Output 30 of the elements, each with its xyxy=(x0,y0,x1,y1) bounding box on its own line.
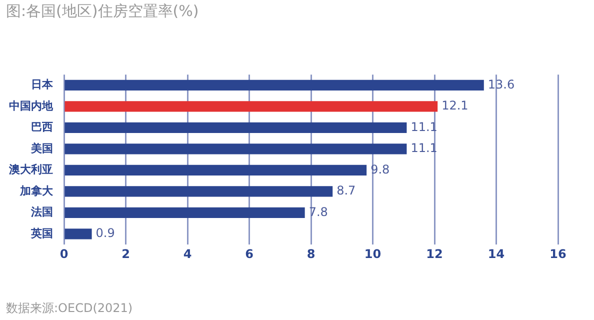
data-label: 0.9 xyxy=(96,226,115,240)
x-tick-label: 2 xyxy=(122,246,130,261)
y-tick-label: 日本 xyxy=(31,78,54,92)
y-tick-label: 美国 xyxy=(30,142,53,155)
chart-title: 图:各国(地区)住房空置率(%) xyxy=(6,2,199,21)
x-tick-label: 10 xyxy=(364,246,382,261)
bar xyxy=(64,101,438,112)
x-tick-label: 16 xyxy=(550,246,566,261)
data-label: 8.7 xyxy=(336,184,356,198)
bar xyxy=(64,207,305,218)
y-tick-label: 法国 xyxy=(30,206,53,219)
y-tick-label: 加拿大 xyxy=(19,184,54,198)
y-tick-label: 澳大利亚 xyxy=(8,163,53,176)
x-tick-label: 8 xyxy=(306,246,316,261)
bar xyxy=(64,164,367,176)
x-tick-label: 12 xyxy=(426,246,443,261)
bar xyxy=(64,122,407,134)
y-tick-label: 英国 xyxy=(30,226,53,240)
x-tick-label: 0 xyxy=(60,246,68,261)
source-note: 数据来源:OECD(2021) xyxy=(6,300,133,317)
bar xyxy=(64,80,484,91)
bar xyxy=(64,228,92,240)
bar xyxy=(64,144,407,154)
y-tick-label: 中国内地 xyxy=(9,99,54,112)
x-tick-label: 14 xyxy=(488,246,505,261)
bar xyxy=(64,186,333,197)
data-label: 12.1 xyxy=(442,98,468,113)
x-tick-label: 4 xyxy=(183,246,192,261)
y-tick-label: 巴西 xyxy=(31,120,53,134)
x-tick-label: 6 xyxy=(245,246,254,261)
